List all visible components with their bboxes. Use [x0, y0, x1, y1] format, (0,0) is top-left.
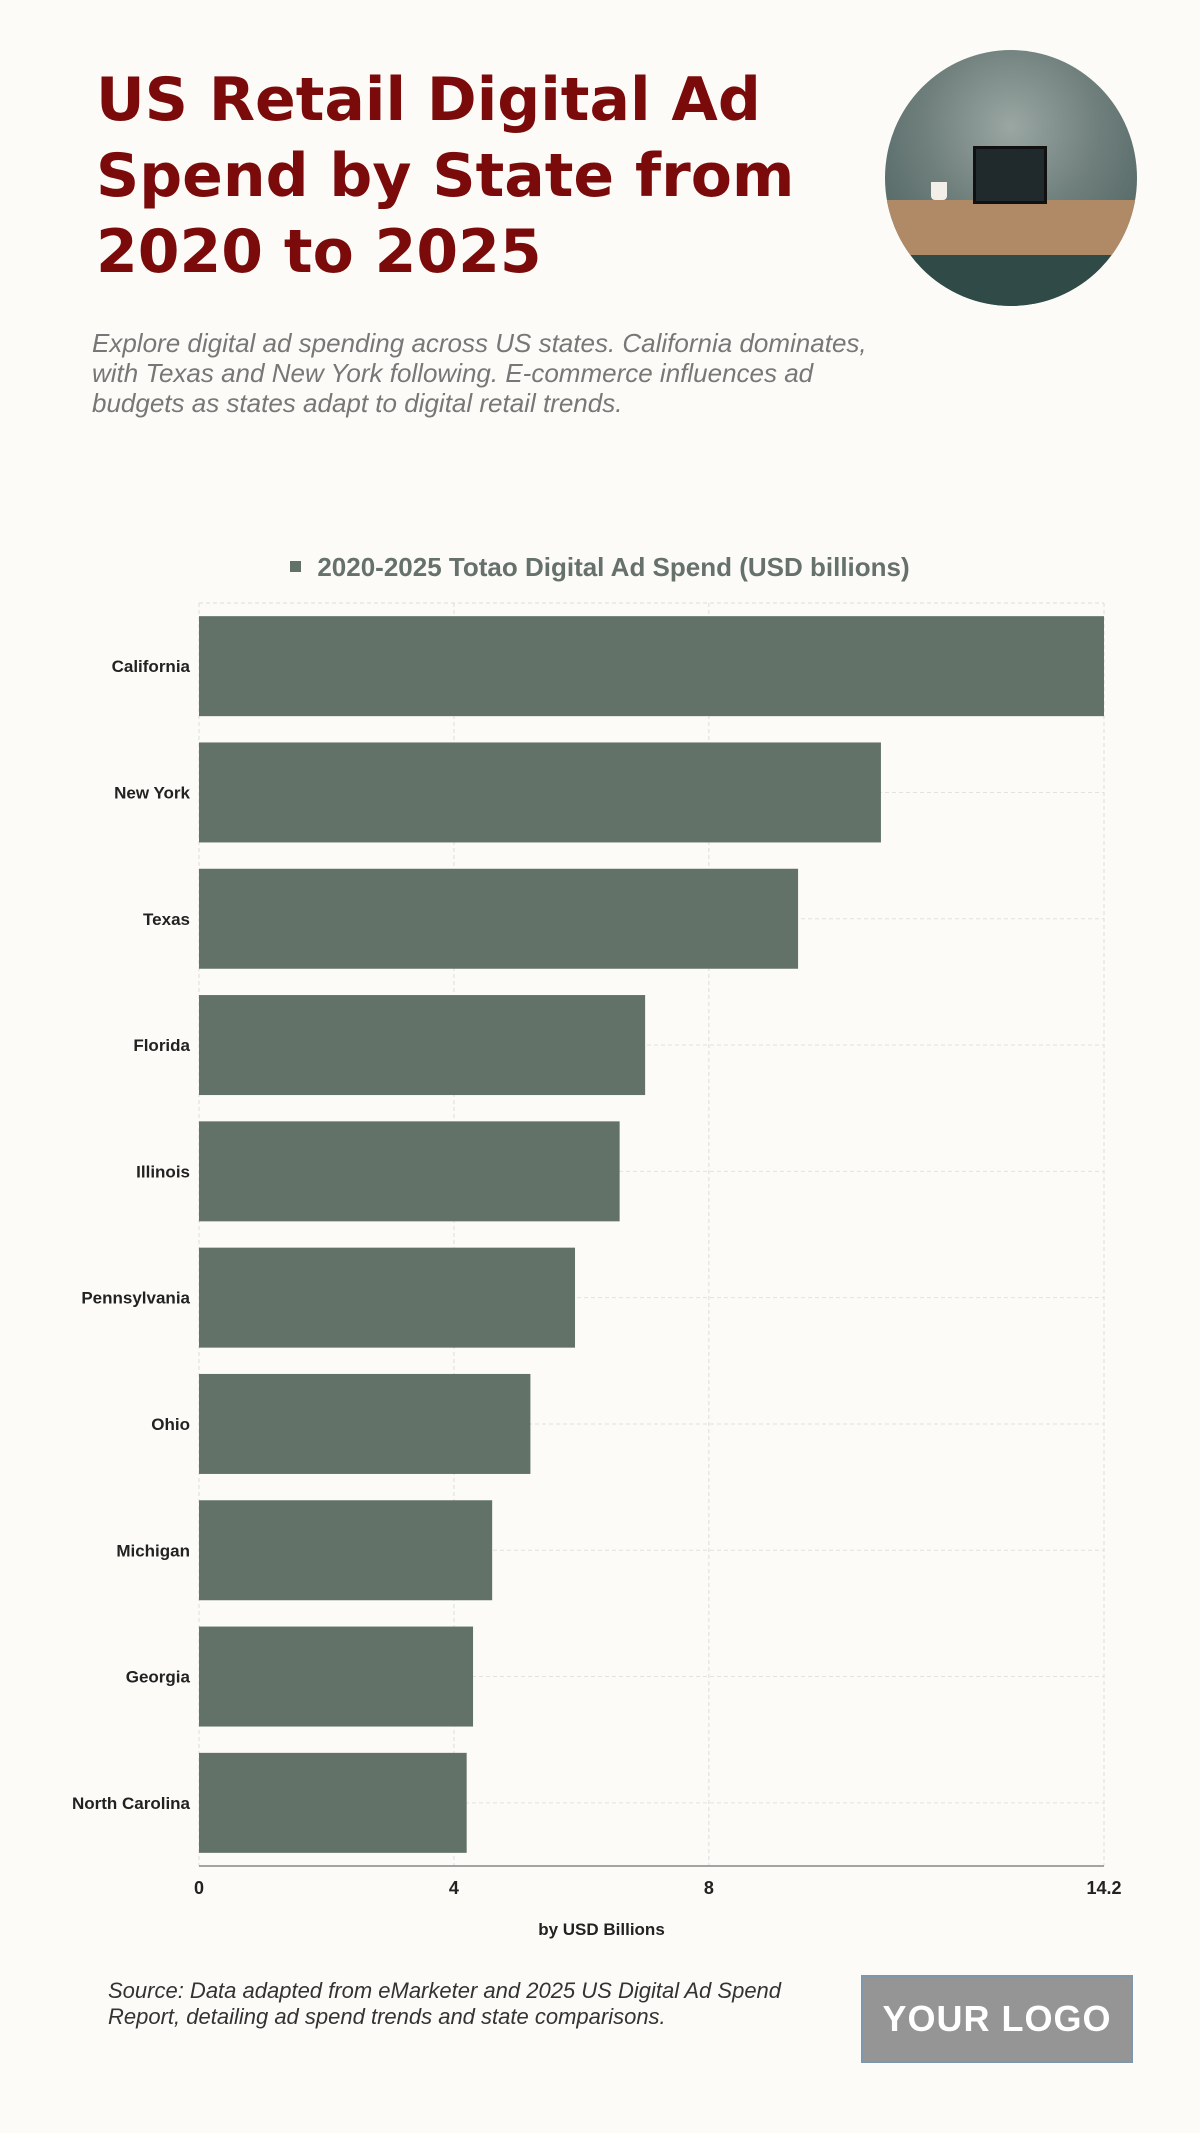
- page-title: US Retail Digital Ad Spend by State from…: [96, 65, 795, 287]
- laptop-photo: [885, 50, 1137, 306]
- category-label: Pennsylvania: [81, 1289, 190, 1308]
- category-label: Florida: [133, 1036, 190, 1055]
- bar-michigan: [199, 1500, 493, 1601]
- logo-placeholder: YOUR LOGO: [861, 1975, 1133, 2063]
- source-note: Source: Data adapted from eMarketer and …: [108, 1978, 782, 2029]
- x-tick-label: 14.2: [1086, 1878, 1121, 1898]
- category-label: Ohio: [151, 1415, 190, 1434]
- x-tick-label: 4: [449, 1878, 459, 1898]
- photo-laptop: [973, 146, 1047, 204]
- bar-pennsylvania: [199, 1247, 576, 1348]
- legend-swatch: [290, 560, 302, 572]
- photo-floor: [885, 255, 1137, 306]
- bar-north-carolina: [199, 1752, 467, 1853]
- subtitle: Explore digital ad spending across US st…: [92, 328, 867, 418]
- legend-label: 2020-2025 Totao Digital Ad Spend (USD bi…: [317, 552, 910, 582]
- category-label: New York: [114, 783, 190, 802]
- category-label: Michigan: [116, 1541, 190, 1560]
- bar-georgia: [199, 1626, 474, 1727]
- photo-cup: [931, 182, 947, 200]
- bar-ohio: [199, 1373, 531, 1474]
- bar-florida: [199, 995, 646, 1096]
- category-label: North Carolina: [72, 1794, 191, 1813]
- category-label: Texas: [143, 910, 190, 929]
- bar-new-york: [199, 742, 881, 843]
- bar-california: [199, 616, 1104, 717]
- photo-table: [885, 200, 1137, 260]
- x-tick-label: 0: [194, 1878, 204, 1898]
- bar-illinois: [199, 1121, 620, 1222]
- category-label: California: [112, 657, 191, 676]
- x-tick-label: 8: [704, 1878, 714, 1898]
- category-label: Georgia: [126, 1668, 191, 1687]
- chart-legend: 2020-2025 Totao Digital Ad Spend (USD bi…: [0, 552, 1200, 583]
- category-label: Illinois: [136, 1162, 190, 1181]
- bar-texas: [199, 868, 799, 969]
- x-axis-title: by USD Billions: [538, 1920, 665, 1939]
